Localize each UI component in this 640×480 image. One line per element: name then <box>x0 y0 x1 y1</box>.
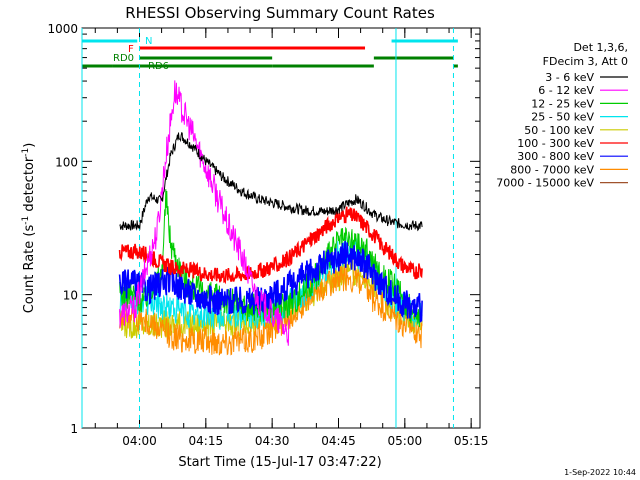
flag-label-n: N <box>145 36 152 47</box>
series-line <box>118 206 423 285</box>
y-tick-label: 1 <box>70 422 78 436</box>
series-line <box>119 132 423 232</box>
legend-label: 100 - 300 keV <box>517 137 594 150</box>
y-label-mid: detector <box>22 156 37 216</box>
series-line <box>119 265 423 356</box>
y-label-sup1: -1 <box>21 216 31 225</box>
x-tick-label: 04:45 <box>321 434 356 448</box>
legend-label: 50 - 100 keV <box>524 124 594 137</box>
legend-label: 800 - 7000 keV <box>510 163 594 176</box>
legend-label: 300 - 800 keV <box>517 150 594 163</box>
legend-label: 7000 - 15000 keV <box>496 177 594 190</box>
x-tick-label: 05:15 <box>454 434 489 448</box>
x-axis: 04:00 04:15 04:30 04:45 05:00 05:15 <box>94 28 489 448</box>
x-tick-label: 04:15 <box>189 434 224 448</box>
x-axis-label: Start Time (15-Jul-17 03:47:22) <box>178 455 381 470</box>
x-tick-label: 04:00 <box>122 434 157 448</box>
legend-label: 12 - 25 keV <box>531 97 594 110</box>
flag-vertical-lines <box>81 28 454 428</box>
flag-label-rd6: RD6 <box>148 61 169 72</box>
y-label-main: Count Rate (s <box>22 225 37 314</box>
y-axis: 1 10 100 1000 <box>47 22 480 436</box>
series-line <box>119 80 290 346</box>
flag-label-f: F <box>128 44 134 55</box>
flag-label-rd0: RD0 <box>113 53 134 64</box>
y-axis-label: Count Rate (s-1 detector-1) <box>21 143 37 314</box>
chart-title: RHESSI Observing Summary Count Rates <box>125 4 435 22</box>
x-tick-label: 05:00 <box>388 434 423 448</box>
legend-header-2: FDecim 3, Att 0 <box>543 55 628 68</box>
y-label-sup2: -1 <box>21 148 31 157</box>
count-rate-series <box>118 80 423 356</box>
y-tick-label: 10 <box>63 289 78 303</box>
x-tick-label: 04:30 <box>255 434 290 448</box>
legend-label: 6 - 12 keV <box>538 84 594 97</box>
timestamp: 1-Sep-2022 10:44 <box>564 468 636 477</box>
y-label-end: ) <box>22 143 37 148</box>
legend-header-1: Det 1,3,6, <box>573 41 628 54</box>
y-tick-label: 100 <box>55 155 78 169</box>
legend-label: 3 - 6 keV <box>545 71 594 84</box>
legend-label: 25 - 50 keV <box>531 111 594 124</box>
y-tick-label: 1000 <box>47 22 78 36</box>
